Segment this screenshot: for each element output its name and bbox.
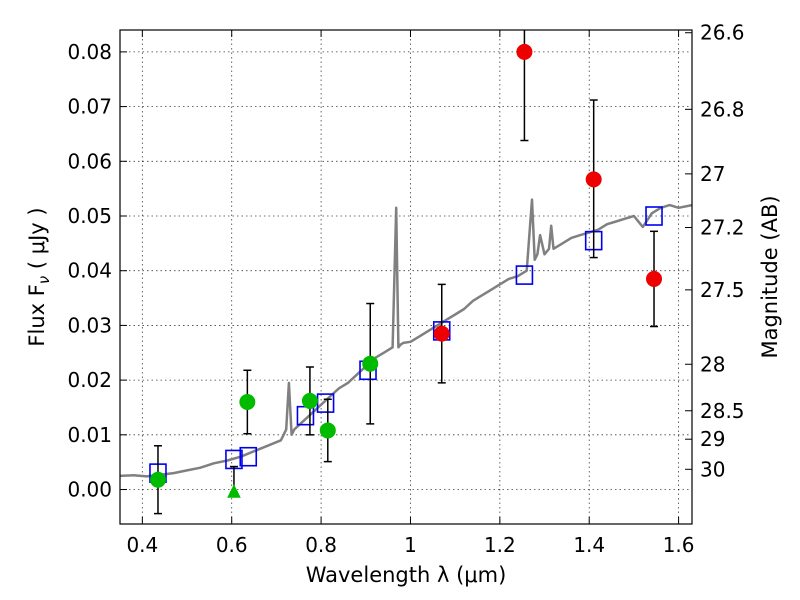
- model-square: [515, 265, 534, 285]
- y-axis-label: Flux Fν ( μJy ): [25, 207, 53, 346]
- x-tick-label: 1.4: [573, 533, 605, 557]
- tick-layer: 0.4 0.6 0.8 1 1.2 1.4 1.6 0.00 0.01 0.02 0.03 0.04 0…: [67, 21, 744, 557]
- y-tick-label: 0.08: [67, 40, 112, 64]
- red-data-point: [585, 171, 602, 188]
- y-tick-label: 0.06: [67, 149, 112, 173]
- right-tick-label: 30: [700, 457, 725, 481]
- x-tick-label: 1: [404, 533, 417, 557]
- model-square: [296, 405, 315, 426]
- green-data-point: [362, 355, 379, 372]
- x-tick-label: 0.4: [126, 533, 158, 557]
- red-data-point: [646, 270, 663, 287]
- grid-layer: [120, 30, 692, 524]
- x-tick-label: 0.6: [216, 533, 248, 557]
- x-tick-label: 0.8: [305, 533, 337, 557]
- model-square: [239, 446, 258, 467]
- right-tick-label: 29: [700, 427, 725, 451]
- model-square: [645, 206, 663, 226]
- right-tick-label: 27.5: [700, 278, 745, 302]
- upper-limit-triangle: [227, 484, 241, 498]
- y-tick-label: 0.07: [67, 95, 112, 119]
- red-data-point: [433, 325, 450, 342]
- y-tick-label: 0.02: [67, 368, 112, 392]
- right-tick-label: 26.6: [700, 21, 745, 45]
- plot-frame: [119, 29, 693, 525]
- red-data-point: [516, 43, 533, 60]
- y-tick-label: 0.01: [67, 423, 112, 447]
- right-tick-label: 27: [700, 162, 725, 186]
- right-tick-label: 28.5: [700, 399, 745, 423]
- data-layer: [119, 30, 693, 515]
- green-data-point: [319, 422, 336, 439]
- x-tick-label: 1.2: [484, 533, 516, 557]
- right-axis-label: Magnitude (AB): [758, 195, 782, 358]
- y-tick-label: 0.00: [67, 478, 112, 502]
- y-tick-label: 0.05: [67, 204, 112, 228]
- y-tick-label: 0.03: [67, 313, 112, 337]
- x-tick-label: 1.6: [663, 533, 695, 557]
- right-tick-label: 28: [700, 352, 725, 376]
- green-data-point: [239, 394, 256, 411]
- green-data-point: [301, 392, 318, 409]
- x-axis-label: Wavelength λ (μm): [306, 563, 507, 587]
- right-tick-label: 26.8: [700, 97, 745, 121]
- y-tick-label: 0.04: [67, 259, 112, 283]
- green-data-point: [149, 471, 166, 488]
- right-tick-label: 27.2: [700, 215, 745, 239]
